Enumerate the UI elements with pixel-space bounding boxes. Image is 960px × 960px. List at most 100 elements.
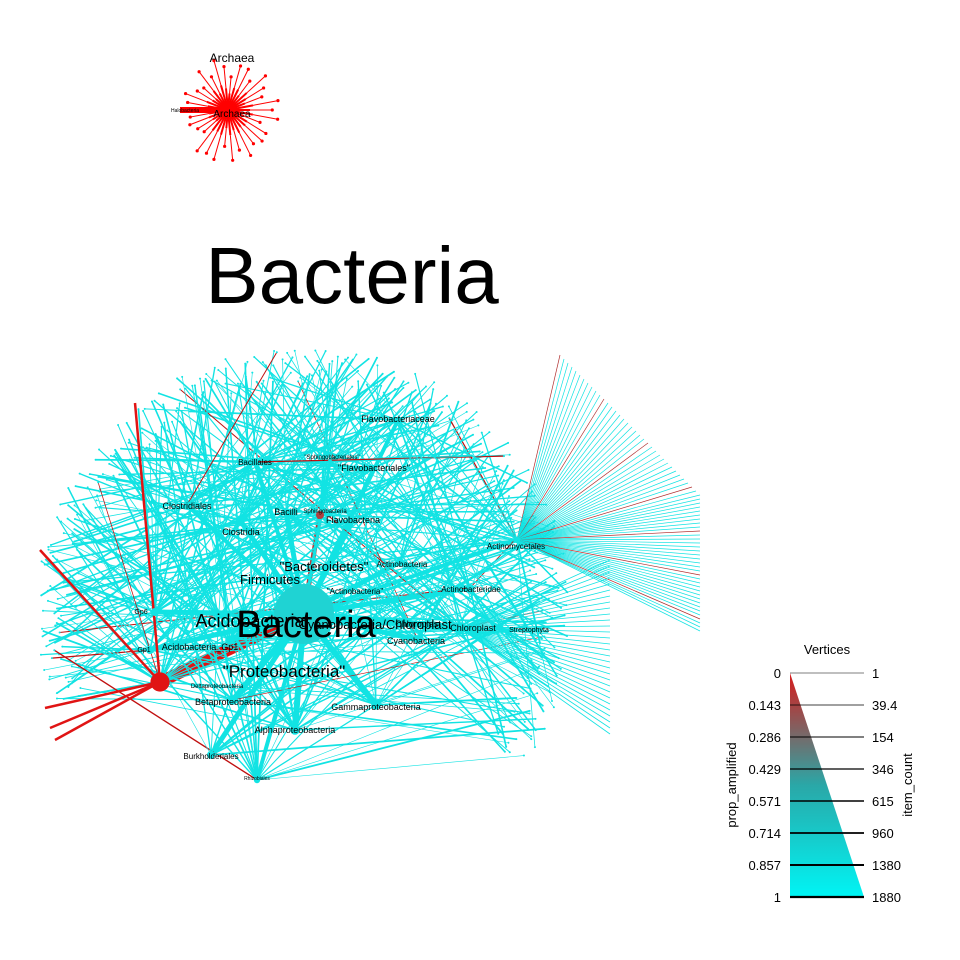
- tree-leaf-node: [495, 470, 498, 473]
- tree-leaf-edge: [154, 388, 396, 613]
- tree-leaf-node: [286, 351, 289, 354]
- tree-node: [151, 608, 159, 616]
- tree-leaf-edge: [254, 461, 553, 619]
- tree-leaf-node: [242, 384, 245, 387]
- tree-leaf-node: [429, 402, 432, 405]
- tree-leaf-edge: [459, 571, 611, 629]
- node-label-flavobacteria: Flavobacteria: [326, 515, 380, 525]
- tree-leaf-edge: [197, 118, 214, 130]
- tree-leaf-node: [508, 751, 511, 754]
- tree-leaf-edge: [175, 411, 377, 706]
- legend-title: Vertices: [804, 642, 851, 657]
- tree-leaf-edge: [516, 539, 701, 548]
- halobacteria-node-label: Halobacteria: [171, 108, 199, 114]
- tree-leaf-node: [51, 554, 54, 557]
- tree-leaf-edge: [516, 482, 689, 541]
- tree-leaf-edge: [237, 68, 249, 90]
- tree-leaf-edge: [319, 514, 504, 735]
- tree-leaf-node: [391, 401, 394, 404]
- tree-leaf-edge: [516, 466, 673, 541]
- tree-leaf-node: [293, 349, 296, 352]
- tree-leaf-edge: [516, 478, 685, 541]
- tree-leaf-edge: [329, 461, 542, 658]
- tree-leaf-edge: [196, 130, 213, 152]
- tree-leaf-node: [502, 455, 505, 458]
- tree-leaf-edge: [516, 402, 609, 541]
- tree-leaf-node: [308, 373, 311, 376]
- tree-leaf-node: [148, 443, 151, 446]
- tree-leaf-edge: [516, 539, 553, 702]
- tree-leaf-node: [46, 589, 49, 592]
- tree-leaf-edge: [233, 129, 240, 151]
- tree-leaf-node: [502, 479, 505, 482]
- legend-right-tick: 1380: [872, 858, 901, 873]
- tree-leaf-node: [154, 432, 157, 435]
- tree-leaf-edge: [154, 357, 349, 613]
- tree-leaf-edge: [459, 601, 611, 629]
- tree-leaf-node: [114, 448, 117, 451]
- tree-leaf-edge: [516, 418, 625, 541]
- tree-leaf-edge: [238, 132, 252, 156]
- tree-leaf-edge: [516, 398, 605, 541]
- tree-node: [414, 636, 422, 644]
- tree-leaf-node: [163, 421, 166, 424]
- tree-edge: [133, 402, 162, 683]
- tree-leaf-edge: [459, 627, 611, 711]
- tree-leaf-node: [466, 402, 469, 405]
- tree-leaf-node: [237, 148, 242, 152]
- tree-leaf-edge: [198, 71, 214, 92]
- tree-leaf-node: [555, 572, 558, 575]
- tree-leaf-edge: [256, 385, 382, 781]
- tree-leaf-edge: [67, 461, 256, 688]
- tree-leaf-edge: [149, 490, 500, 651]
- tree-leaf-node: [424, 385, 427, 388]
- tree-leaf-node: [246, 360, 249, 363]
- tree-leaf-edge: [516, 470, 677, 541]
- tree-leaf-node: [479, 442, 482, 445]
- tree-leaf-edge: [459, 627, 611, 645]
- legend-left-tick: 0.286: [748, 730, 781, 745]
- tree-leaf-node: [550, 700, 553, 703]
- tree-leaf-node: [508, 500, 511, 503]
- tree-leaf-node: [184, 387, 187, 390]
- tree-leaf-node: [246, 67, 250, 71]
- tree-leaf-edge: [459, 627, 611, 687]
- tree-leaf-node: [380, 384, 383, 387]
- tree-leaf-node: [94, 458, 97, 461]
- tree-leaf-node: [253, 356, 256, 359]
- tree-leaf-edge: [516, 539, 701, 608]
- tree-node: [394, 416, 402, 424]
- tree-leaf-edge: [516, 382, 589, 541]
- node-label-sphingobacteriales: "Sphingobacteriales": [304, 455, 359, 461]
- tree-leaf-node: [534, 729, 537, 732]
- tree-leaf-node: [328, 362, 331, 365]
- tree-leaf-edge: [229, 411, 477, 641]
- tree-leaf-edge: [516, 510, 701, 541]
- tree-leaf-node: [536, 667, 539, 670]
- tree-leaf-node: [357, 388, 360, 391]
- tree-leaf-node: [480, 431, 483, 434]
- tree-leaf-node: [260, 382, 263, 385]
- tree-leaf-node: [70, 665, 73, 668]
- tree-leaf-node: [70, 682, 73, 685]
- tree-leaf-node: [188, 108, 192, 112]
- tree-leaf-edge: [245, 87, 264, 100]
- tree-leaf-node: [478, 450, 481, 453]
- tree-leaf-node: [128, 458, 131, 461]
- tree-leaf-node: [336, 355, 339, 358]
- tree-leaf-node: [534, 717, 537, 720]
- tree-leaf-node: [117, 424, 120, 427]
- tree-leaf-node: [263, 74, 268, 78]
- tree-leaf-edge: [149, 444, 156, 613]
- tree-leaf-edge: [397, 419, 558, 677]
- tree-leaf-edge: [187, 101, 208, 107]
- tree-leaf-edge: [459, 583, 611, 629]
- tree-leaf-node: [563, 614, 566, 617]
- tree-leaf-node: [357, 380, 360, 383]
- tree-leaf-node: [128, 438, 131, 441]
- tree-leaf-node: [512, 469, 515, 472]
- tree-leaf-node: [433, 410, 436, 413]
- tree-leaf-node: [150, 400, 153, 403]
- tree-node: [253, 776, 261, 784]
- node-label-bacteroidetes: "Bacteroidetes": [280, 559, 369, 574]
